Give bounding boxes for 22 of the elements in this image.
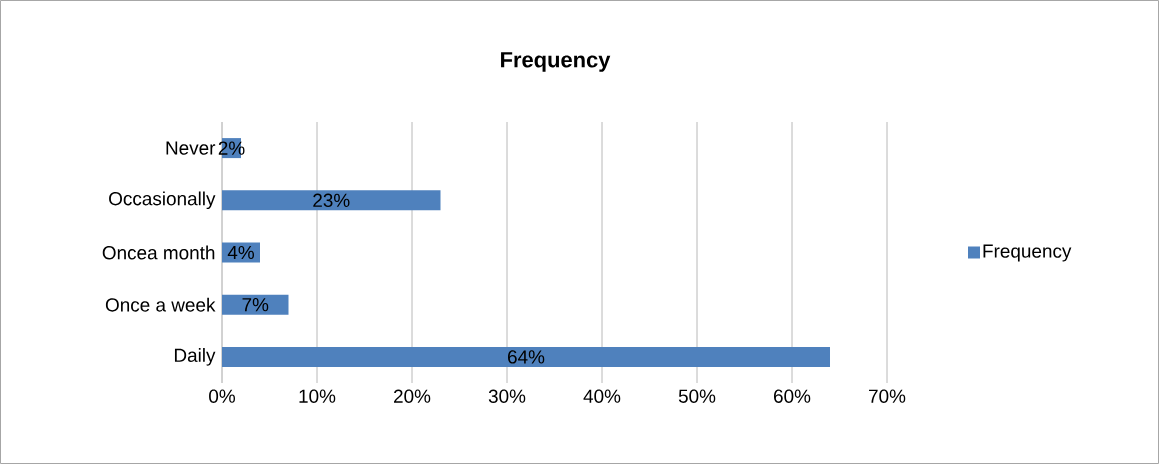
x-tick-label: 50% — [678, 389, 716, 403]
y-tick-label: Oncea month — [102, 245, 215, 260]
y-tick-label: Occasionally — [109, 191, 216, 210]
x-tick-label: 40% — [583, 389, 621, 403]
y-tick-label: Never — [166, 141, 216, 155]
bar — [222, 294, 289, 315]
x-tick-label: 30% — [488, 389, 526, 403]
x-tick-label: 10% — [299, 389, 336, 403]
data-label: 64% — [508, 350, 545, 364]
x-tick-label: 60% — [774, 389, 811, 403]
y-tick-label: Once a week — [105, 297, 216, 312]
x-tick-label: 70% — [869, 389, 906, 403]
data-label: 4% — [227, 245, 254, 260]
y-tick-label: Daily — [174, 348, 216, 366]
data-label: 23% — [313, 193, 350, 207]
chart-title: Frequency — [501, 52, 611, 72]
x-tick-label: 20% — [394, 389, 431, 403]
bar — [222, 190, 441, 211]
x-tick-label: 0% — [209, 389, 235, 403]
legend-label: Frequency — [983, 244, 1072, 262]
bar — [222, 346, 830, 367]
data-label: 7% — [242, 298, 269, 312]
